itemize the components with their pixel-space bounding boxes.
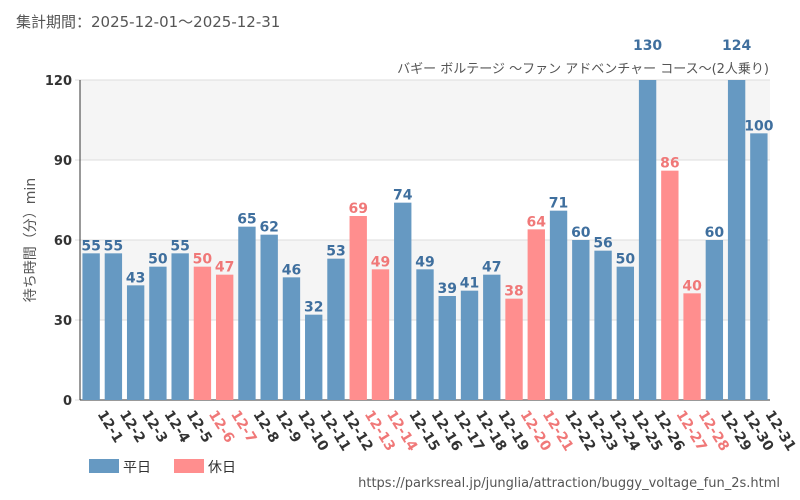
data-label: 40	[682, 278, 702, 294]
data-label: 130	[633, 38, 662, 54]
bar	[438, 296, 456, 400]
bar	[104, 253, 123, 400]
y-tick-label: 30	[54, 314, 72, 329]
data-label: 49	[415, 254, 434, 270]
data-label: 60	[705, 225, 725, 241]
period-label: 集計期間：2025-12-01～2025-12-31	[16, 13, 280, 31]
bar	[416, 269, 434, 400]
data-label: 56	[593, 236, 612, 252]
data-label: 55	[104, 238, 123, 254]
data-label: 50	[148, 252, 168, 268]
data-label: 60	[571, 225, 591, 241]
bar	[394, 202, 412, 400]
legend-label-holiday: 休日	[208, 460, 236, 476]
source-url: https://parksreal.jp/junglia/attraction/…	[358, 476, 780, 491]
bar	[282, 277, 301, 400]
bar	[727, 80, 746, 400]
data-label: 46	[282, 262, 301, 278]
data-label: 50	[616, 252, 636, 268]
data-label: 53	[326, 244, 345, 260]
bar	[549, 210, 568, 400]
data-label: 62	[259, 220, 278, 236]
legend-swatch-holiday	[174, 459, 204, 473]
plot-area: 03060901205512-15512-24312-35012-45512-5…	[45, 38, 799, 454]
bar	[82, 253, 100, 400]
bar	[327, 258, 345, 400]
bar	[193, 266, 212, 400]
legend-label-weekday: 平日	[123, 460, 151, 476]
bar	[527, 229, 545, 400]
data-label: 39	[438, 281, 457, 297]
data-label: 43	[126, 270, 145, 286]
data-label: 65	[237, 212, 256, 228]
legend: 平日 休日	[89, 459, 236, 476]
y-tick-label: 60	[54, 234, 72, 249]
bar	[305, 314, 323, 400]
data-label: 55	[81, 238, 100, 254]
data-label: 50	[193, 252, 213, 268]
bar	[705, 240, 724, 400]
data-label: 64	[527, 214, 547, 230]
bar	[238, 226, 256, 400]
chart-title: バギー ボルテージ ～ファン アドベンチャー コース～(2人乗り)	[397, 62, 769, 77]
data-label: 32	[304, 300, 323, 316]
data-label: 86	[660, 156, 679, 172]
bar	[661, 170, 679, 400]
data-label: 69	[348, 201, 367, 217]
bar	[683, 293, 701, 400]
data-label: 71	[549, 196, 568, 212]
y-tick-label: 0	[63, 394, 72, 409]
data-label: 100	[744, 118, 773, 134]
bar	[594, 250, 612, 400]
bar	[215, 274, 234, 400]
bar	[483, 274, 501, 400]
bar	[460, 290, 479, 400]
y-axis-label: 待ち時間（分）min	[23, 178, 39, 302]
data-label: 47	[482, 260, 501, 276]
bar	[572, 240, 590, 400]
data-label: 55	[170, 238, 189, 254]
bar	[126, 285, 145, 400]
bar	[260, 234, 278, 400]
data-label: 41	[460, 276, 479, 292]
data-label: 74	[393, 188, 413, 204]
bar	[505, 298, 523, 400]
bar	[616, 266, 635, 400]
grid-band	[80, 80, 770, 160]
bar	[349, 216, 367, 400]
bar	[171, 253, 189, 400]
bar	[638, 80, 657, 400]
legend-swatch-weekday	[89, 459, 119, 473]
bar	[750, 133, 768, 401]
data-label: 38	[504, 284, 523, 300]
data-label: 124	[722, 38, 751, 54]
y-tick-label: 90	[54, 154, 72, 169]
data-label: 49	[371, 254, 390, 270]
bar	[149, 266, 167, 400]
bar	[371, 269, 390, 400]
y-tick-label: 120	[45, 74, 72, 89]
data-label: 47	[215, 260, 234, 276]
